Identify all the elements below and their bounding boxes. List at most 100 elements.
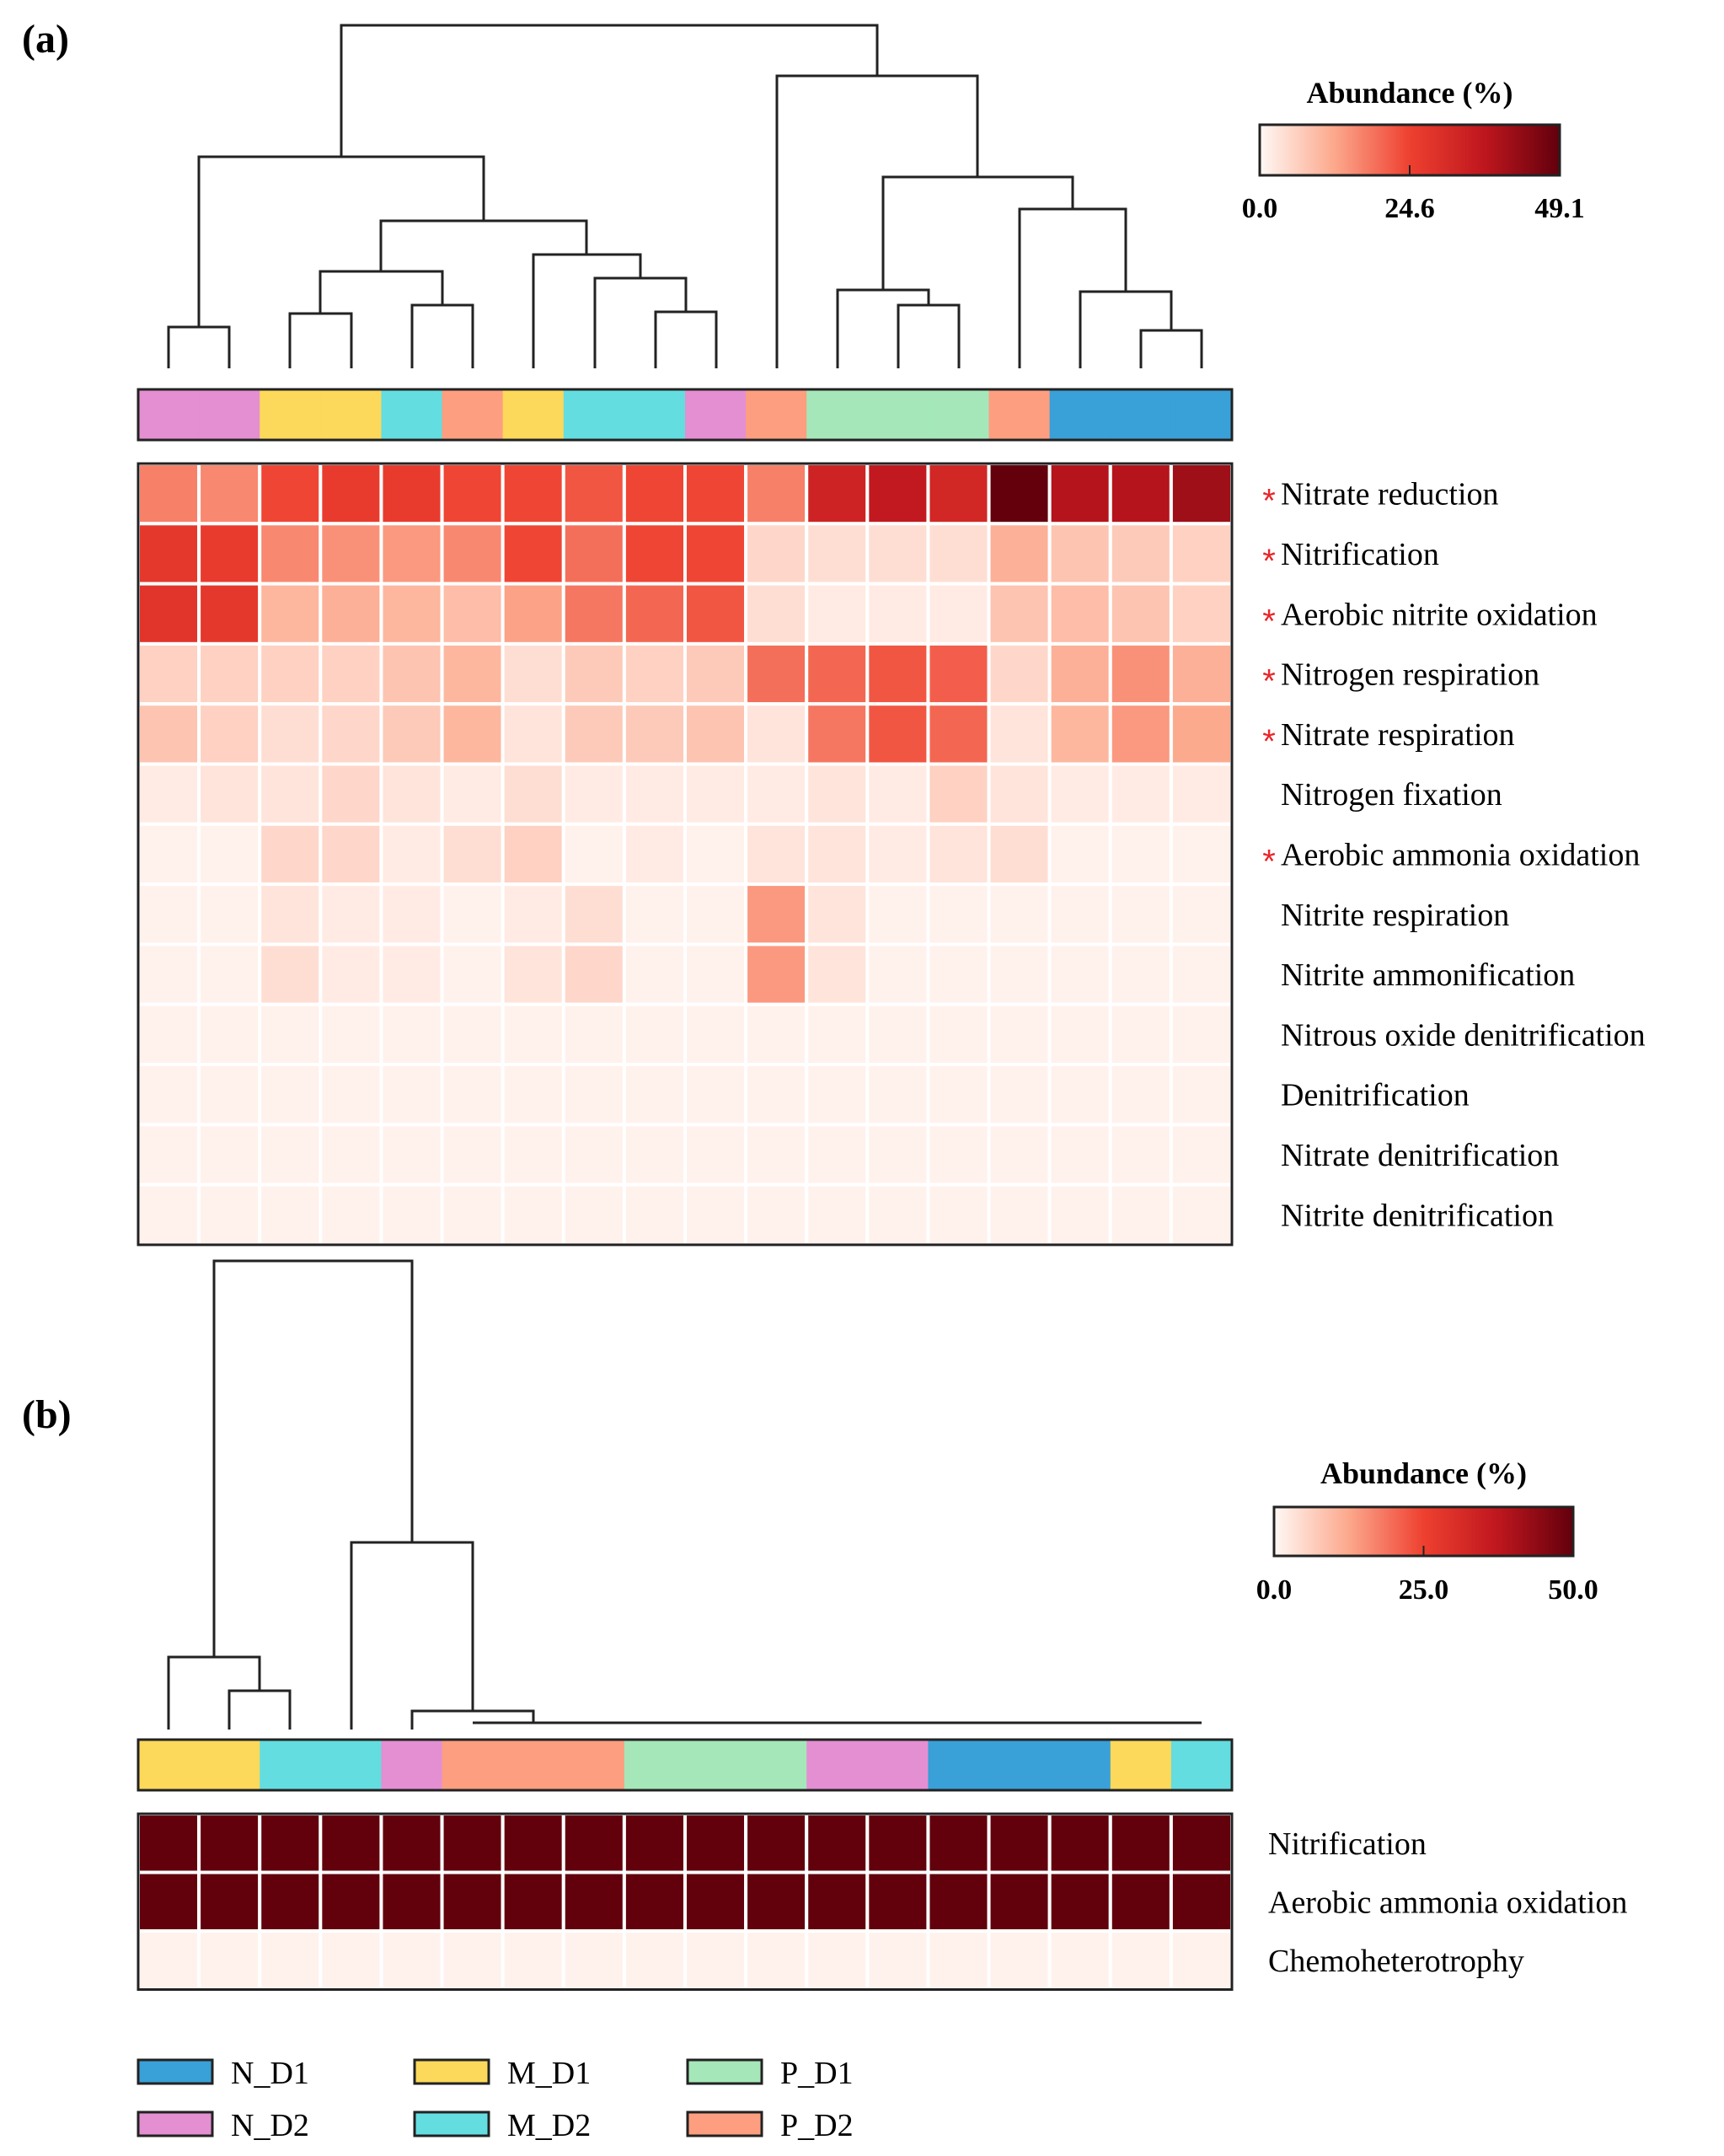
heatmap-cell <box>683 702 748 766</box>
row-label: Denitrification <box>1281 1078 1470 1113</box>
heatmap-cell <box>440 1183 505 1247</box>
heatmap-cell <box>258 702 323 766</box>
group-bar-a <box>137 388 1234 442</box>
heatmap-cell <box>1047 641 1112 706</box>
heatmap-cell <box>501 762 565 826</box>
dendrogram-b-branch <box>228 1689 292 1730</box>
heatmap-cell <box>197 1123 262 1187</box>
dendrogram-a-branch <box>379 219 588 271</box>
heatmap-cell <box>379 1183 444 1247</box>
heatmap-cell <box>197 942 262 1006</box>
heatmap-cell <box>137 582 201 646</box>
heatmap-cell <box>1169 641 1234 706</box>
heatmap-cell <box>1047 582 1112 646</box>
heatmap-cell <box>683 1929 748 1992</box>
dendrogram-a-branch <box>410 303 474 368</box>
dendrogram-b-branch <box>167 1655 261 1730</box>
heatmap-cell <box>622 822 688 887</box>
heatmap-cell <box>926 762 991 826</box>
heatmap-cell <box>440 702 505 766</box>
heatmap-cell <box>561 1183 626 1247</box>
heatmap-cell <box>1108 582 1173 646</box>
heatmap-cell <box>561 822 626 887</box>
group-bar-segment <box>320 1740 383 1790</box>
heatmap-cell <box>319 1063 383 1127</box>
heatmap-cell <box>865 942 930 1006</box>
heatmap-cell <box>258 641 323 706</box>
heatmap-cell <box>744 942 809 1006</box>
heatmap-cell <box>379 582 444 646</box>
heatmap-cell <box>440 762 505 826</box>
heatmap-cell <box>926 1063 991 1127</box>
heatmap-cell <box>319 462 383 526</box>
heatmap-cell <box>319 942 383 1006</box>
heatmap-cell <box>379 462 444 526</box>
heatmap-cell <box>258 1812 323 1874</box>
group-bar-segment <box>746 389 807 440</box>
heatmap-cell <box>137 822 201 887</box>
heatmap-cell <box>865 1812 930 1874</box>
heatmap-cell <box>926 822 991 887</box>
dendrogram-a-branch <box>654 310 718 368</box>
heatmap-cell <box>926 702 991 766</box>
legend: N_D1 M_D1 P_D1 N_D2 M_D2 P_D2 <box>137 2056 854 2143</box>
heatmap-cell <box>501 462 565 526</box>
heatmap-cell <box>683 462 748 526</box>
group-bar-segment <box>746 1740 807 1790</box>
group-bar-segment <box>320 389 383 440</box>
heatmap-cell <box>622 1183 688 1247</box>
heatmap-cell <box>1108 1123 1173 1187</box>
heatmap-cell <box>744 1183 809 1247</box>
heatmap-cell <box>1047 1183 1112 1247</box>
dendrogram-a-branch <box>897 303 961 368</box>
row-label: Nitrate reduction <box>1281 477 1499 512</box>
legend-swatch <box>137 2058 214 2085</box>
group-bar-segment <box>563 389 625 440</box>
heatmap-cell <box>744 582 809 646</box>
heatmap-cell <box>1047 762 1112 826</box>
row-labels-a: * Nitrate reduction* Nitrification* Aerobic… <box>1262 477 1645 1234</box>
dendrogram-a-branch <box>775 74 979 368</box>
heatmap-cell <box>622 582 688 646</box>
heatmap-cell <box>319 1002 383 1066</box>
heatmap-cell <box>501 1002 565 1066</box>
heatmap-cell <box>501 1063 565 1127</box>
heatmap-a <box>137 462 1234 1247</box>
heatmap-cell <box>137 1812 201 1874</box>
heatmap-cell <box>197 1063 262 1127</box>
heatmap-cell <box>865 641 930 706</box>
heatmap-cell <box>744 1812 809 1874</box>
row-label: Nitrite denitrification <box>1281 1198 1554 1233</box>
heatmap-cell <box>987 1063 1052 1127</box>
heatmap-cell <box>561 762 626 826</box>
heatmap-cell <box>622 1812 688 1874</box>
heatmap-cell <box>926 1870 991 1933</box>
heatmap-cell <box>1108 702 1173 766</box>
heatmap-cell <box>319 882 383 947</box>
colorbar-tick-label: 0.0 <box>1256 1574 1293 1606</box>
heatmap-cell <box>319 1870 383 1933</box>
heatmap-cell <box>1108 1183 1173 1247</box>
heatmap-cell <box>744 1063 809 1127</box>
heatmap-cell <box>137 1002 201 1066</box>
heatmap-cell <box>137 641 201 706</box>
heatmap-cell <box>987 582 1052 646</box>
heatmap-cell <box>865 702 930 766</box>
heatmap-cell <box>379 1123 444 1187</box>
heatmap-cell <box>1108 1812 1173 1874</box>
heatmap-cell <box>501 702 565 766</box>
heatmap-cell <box>683 1123 748 1187</box>
heatmap-cell <box>137 1063 201 1127</box>
group-bar-segment <box>624 1740 686 1790</box>
legend-swatch <box>413 2058 490 2085</box>
heatmap-cell <box>926 1929 991 1992</box>
heatmap-cell <box>440 522 505 586</box>
legend-swatch <box>413 2110 490 2137</box>
heatmap-cell <box>683 1063 748 1127</box>
heatmap-cell <box>805 1002 870 1066</box>
row-label: Nitrite respiration <box>1281 898 1509 933</box>
heatmap-cell <box>1169 582 1234 646</box>
group-bar-segment <box>138 1740 200 1790</box>
heatmap-cell <box>1108 1063 1173 1127</box>
